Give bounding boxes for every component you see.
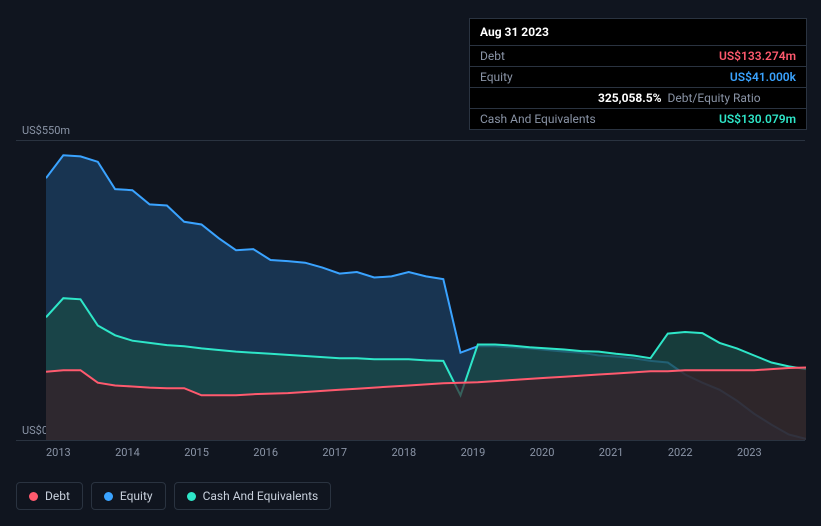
chart-container: Aug 31 2023 Debt US$133.274m Equity US$4… (0, 0, 821, 526)
legend-swatch-icon (104, 492, 113, 501)
tooltip-value: US$133.274m (719, 49, 796, 63)
x-axis-tick: 2015 (184, 446, 253, 466)
tooltip-ratio-label: Debt/Equity Ratio (668, 91, 761, 105)
grid-line (16, 440, 805, 441)
y-axis-label-top: US$550m (22, 124, 70, 137)
tooltip-row-ratio: 325,058.5% Debt/Equity Ratio (470, 88, 806, 109)
x-axis-tick: 2019 (461, 446, 530, 466)
area-chart (46, 140, 806, 440)
tooltip-row-debt: Debt US$133.274m (470, 46, 806, 67)
legend-label: Equity (120, 489, 153, 503)
legend-item[interactable]: Debt (16, 482, 83, 510)
chart-tooltip: Aug 31 2023 Debt US$133.274m Equity US$4… (469, 18, 807, 130)
tooltip-date: Aug 31 2023 (470, 19, 806, 46)
tooltip-row-equity: Equity US$41.000k (470, 67, 806, 88)
legend-swatch-icon (187, 492, 196, 501)
x-axis-tick: 2021 (599, 446, 668, 466)
tooltip-row-cash: Cash And Equivalents US$130.079m (470, 109, 806, 129)
legend-swatch-icon (29, 492, 38, 501)
x-axis-tick: 2017 (322, 446, 391, 466)
tooltip-label: Debt (480, 49, 505, 63)
x-axis-tick: 2016 (253, 446, 322, 466)
tooltip-label: Cash And Equivalents (480, 112, 596, 126)
tooltip-value: US$41.000k (730, 70, 796, 84)
chart-legend: Debt Equity Cash And Equivalents (16, 482, 331, 510)
x-axis-tick: 2018 (391, 446, 460, 466)
tooltip-value: US$130.079m (719, 112, 796, 126)
tooltip-label: Equity (480, 70, 513, 84)
x-axis-tick: 2023 (737, 446, 806, 466)
x-axis-tick: 2020 (530, 446, 599, 466)
legend-item[interactable]: Cash And Equivalents (174, 482, 332, 510)
legend-label: Debt (45, 489, 70, 503)
tooltip-ratio-value: 325,058.5% (598, 91, 662, 105)
legend-item[interactable]: Equity (91, 482, 166, 510)
legend-label: Cash And Equivalents (203, 489, 319, 503)
x-axis-tick: 2013 (46, 446, 115, 466)
x-axis-tick: 2014 (115, 446, 184, 466)
x-axis: 2013201420152016201720182019202020212022… (46, 446, 806, 466)
x-axis-tick: 2022 (668, 446, 737, 466)
y-axis-label-bottom: US$0 (22, 424, 48, 437)
